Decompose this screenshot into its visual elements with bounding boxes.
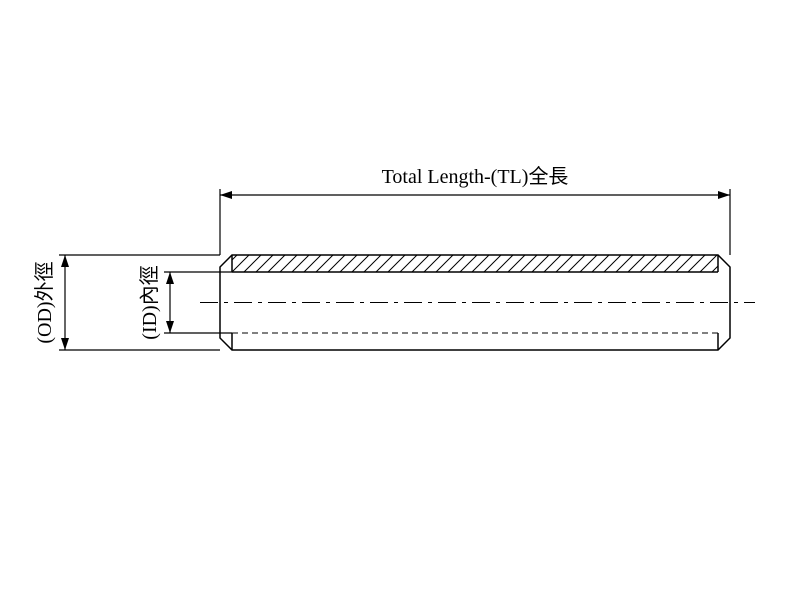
total-length-text: Total Length-(TL)全長	[382, 165, 569, 188]
od-text: (OD)外徑	[33, 261, 56, 343]
id-text: (ID)內徑	[138, 265, 161, 339]
top-wall-hatch	[232, 255, 718, 272]
